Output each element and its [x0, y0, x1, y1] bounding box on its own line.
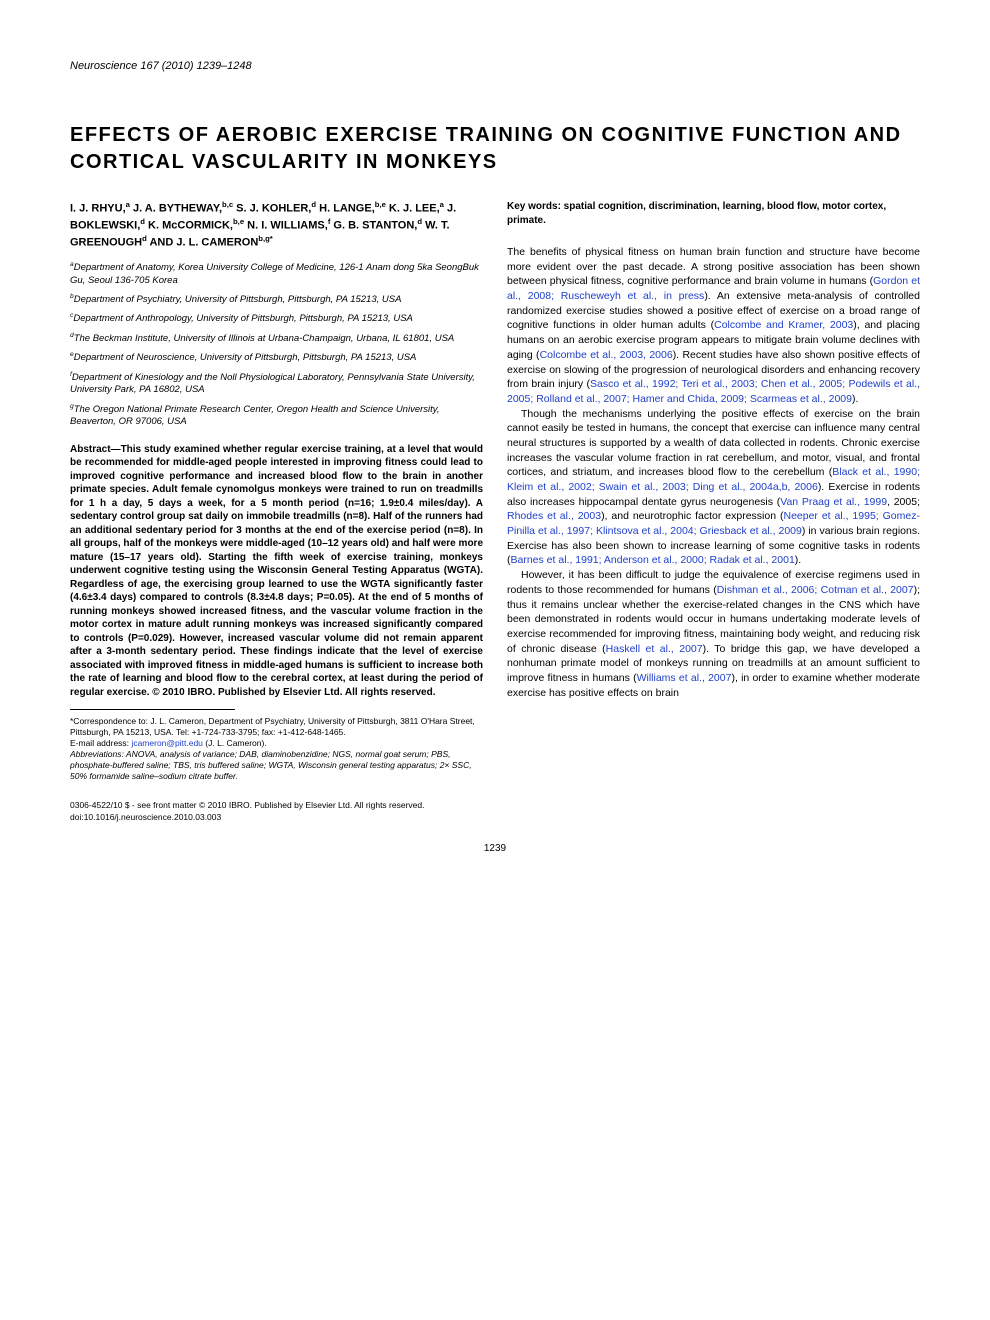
footnote-separator [70, 709, 235, 710]
body-paragraph-3: However, it has been difficult to judge … [507, 568, 920, 700]
copyright-line: 0306-4522/10 $ - see front matter © 2010… [70, 800, 920, 822]
left-column: I. J. RHYU,a J. A. BYTHEWAY,b,c S. J. KO… [70, 200, 483, 782]
affiliation-d: dThe Beckman Institute, University of Il… [70, 332, 483, 346]
body-paragraph-1: The benefits of physical fitness on huma… [507, 245, 920, 407]
copyright-text: 0306-4522/10 $ - see front matter © 2010… [70, 800, 424, 810]
affiliation-b: bDepartment of Psychiatry, University of… [70, 293, 483, 307]
affiliation-g: gThe Oregon National Primate Research Ce… [70, 403, 483, 429]
article-title: EFFECTS OF AEROBIC EXERCISE TRAINING ON … [70, 122, 920, 176]
affiliation-c: cDepartment of Anthropology, University … [70, 312, 483, 326]
correspondence-footnote: *Correspondence to: J. L. Cameron, Depar… [70, 716, 483, 738]
keywords: Key words: spatial cognition, discrimina… [507, 200, 920, 227]
abbreviations-footnote: Abbreviations: ANOVA, analysis of varian… [70, 749, 483, 782]
email-footnote: E-mail address: jcameron@pitt.edu (J. L.… [70, 738, 483, 749]
body-paragraph-2: Though the mechanisms underlying the pos… [507, 407, 920, 569]
journal-header: Neuroscience 167 (2010) 1239–1248 [70, 60, 920, 72]
affiliation-a: aDepartment of Anatomy, Korea University… [70, 261, 483, 287]
abstract-text: Abstract—This study examined whether reg… [70, 443, 483, 700]
authors-list: I. J. RHYU,a J. A. BYTHEWAY,b,c S. J. KO… [70, 200, 483, 251]
journal-citation: 167 (2010) 1239–1248 [140, 60, 251, 72]
affiliation-e: eDepartment of Neuroscience, University … [70, 351, 483, 365]
email-label: E-mail address: [70, 738, 129, 748]
email-attribution: (J. L. Cameron). [205, 738, 266, 748]
affiliation-f: fDepartment of Kinesiology and the Noll … [70, 371, 483, 397]
email-link[interactable]: jcameron@pitt.edu [131, 738, 202, 748]
doi-text: doi:10.1016/j.neuroscience.2010.03.003 [70, 812, 221, 822]
journal-name: Neuroscience [70, 60, 137, 72]
page-number: 1239 [70, 843, 920, 854]
right-column: Key words: spatial cognition, discrimina… [507, 200, 920, 782]
